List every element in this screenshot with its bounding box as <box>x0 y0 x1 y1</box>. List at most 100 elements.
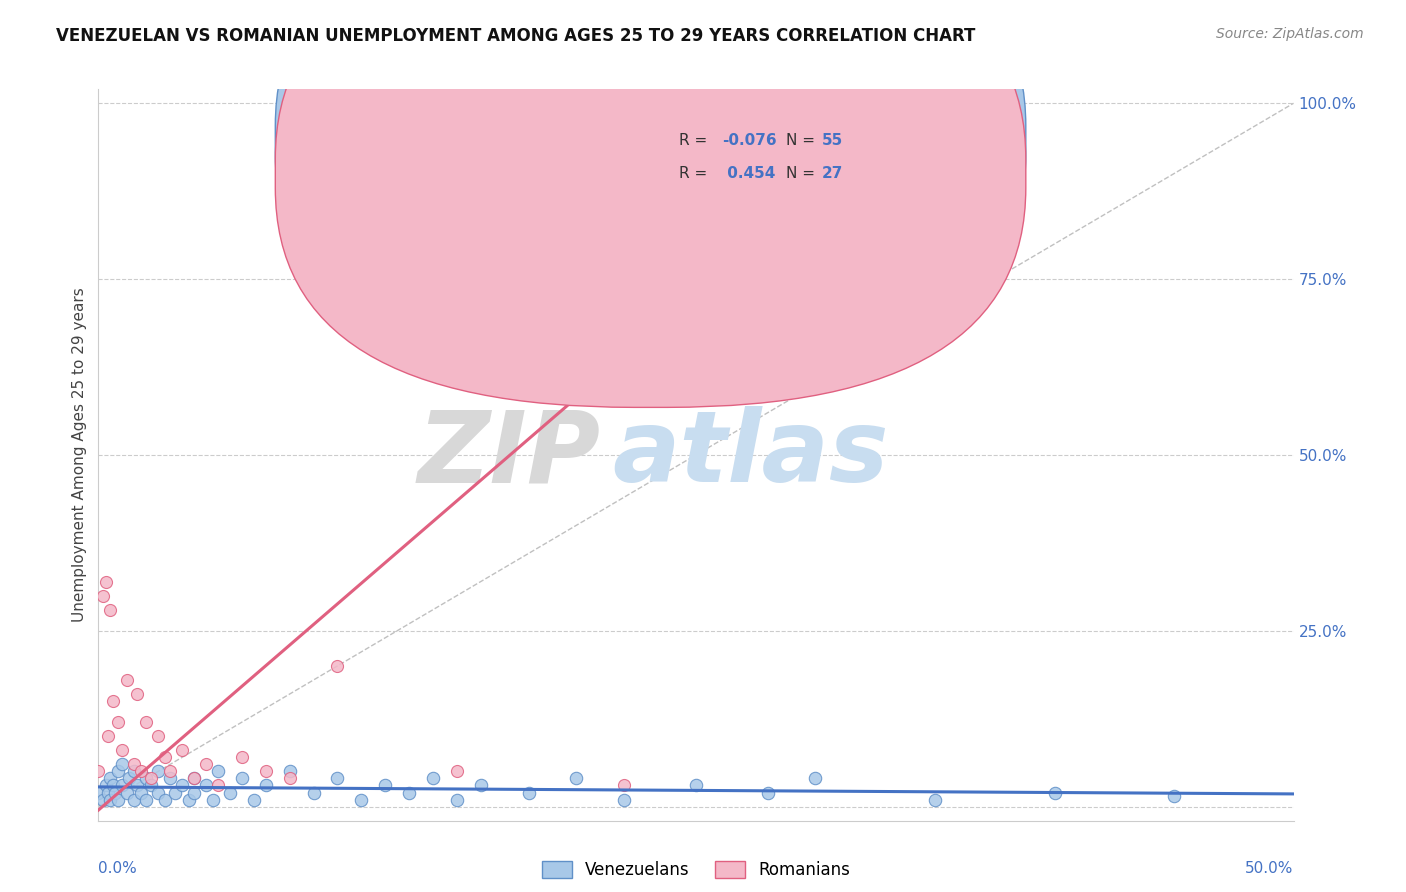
Point <box>219 785 242 799</box>
Point <box>135 772 157 786</box>
Point <box>231 772 253 786</box>
Point <box>111 757 134 772</box>
Point <box>565 772 588 786</box>
Point <box>278 764 301 779</box>
FancyBboxPatch shape <box>624 119 863 206</box>
Point <box>207 779 229 793</box>
Point <box>446 764 468 779</box>
Point <box>183 772 205 786</box>
Point <box>135 792 157 806</box>
Point <box>118 772 141 786</box>
Point <box>131 785 153 799</box>
Point <box>124 792 146 806</box>
Point <box>446 792 468 806</box>
Point <box>104 785 127 799</box>
Point <box>183 785 205 799</box>
Text: R =: R = <box>679 166 713 181</box>
Point <box>194 757 218 772</box>
Point <box>159 764 181 779</box>
Point <box>1043 785 1066 799</box>
Point <box>131 764 153 779</box>
Point <box>87 785 110 799</box>
Point <box>94 574 117 589</box>
Point <box>125 687 148 701</box>
Point <box>422 772 444 786</box>
Point <box>97 729 120 743</box>
Point <box>124 757 146 772</box>
Text: 0.454: 0.454 <box>723 166 776 181</box>
Point <box>278 772 301 786</box>
Point <box>101 779 124 793</box>
Text: ZIP: ZIP <box>418 407 600 503</box>
Y-axis label: Unemployment Among Ages 25 to 29 years: Unemployment Among Ages 25 to 29 years <box>72 287 87 623</box>
Point <box>107 764 129 779</box>
Point <box>111 743 134 757</box>
Point <box>202 792 225 806</box>
Point <box>163 785 186 799</box>
Point <box>135 715 157 730</box>
Point <box>155 792 177 806</box>
Text: -0.076: -0.076 <box>723 133 778 148</box>
Point <box>254 779 277 793</box>
Text: 0.0%: 0.0% <box>98 861 138 876</box>
Point <box>139 779 162 793</box>
Point <box>139 772 162 786</box>
Point <box>172 779 194 793</box>
Legend: Venezuelans, Romanians: Venezuelans, Romanians <box>536 854 856 886</box>
Point <box>756 785 779 799</box>
Point <box>98 792 122 806</box>
Point <box>124 764 146 779</box>
Text: 55: 55 <box>821 133 842 148</box>
Point <box>91 589 114 603</box>
Point <box>107 715 129 730</box>
Point <box>101 694 124 708</box>
Point <box>326 772 349 786</box>
Point <box>115 785 138 799</box>
Point <box>125 779 148 793</box>
FancyBboxPatch shape <box>276 0 1026 408</box>
Point <box>148 785 170 799</box>
Text: VENEZUELAN VS ROMANIAN UNEMPLOYMENT AMONG AGES 25 TO 29 YEARS CORRELATION CHART: VENEZUELAN VS ROMANIAN UNEMPLOYMENT AMON… <box>56 27 976 45</box>
Point <box>302 785 325 799</box>
Point <box>98 772 122 786</box>
Point <box>326 659 349 673</box>
Point <box>685 779 707 793</box>
Point <box>98 602 122 616</box>
Point <box>613 779 636 793</box>
Point <box>111 779 134 793</box>
Point <box>148 764 170 779</box>
Point <box>924 792 946 806</box>
Point <box>398 785 420 799</box>
Point <box>243 792 266 806</box>
Point <box>350 792 373 806</box>
Point <box>194 779 218 793</box>
Point <box>179 792 201 806</box>
Point <box>1163 789 1185 803</box>
Point <box>172 743 194 757</box>
Point <box>804 772 827 786</box>
Point <box>254 764 277 779</box>
Point <box>107 792 129 806</box>
Point <box>91 792 114 806</box>
Text: atlas: atlas <box>613 407 889 503</box>
Text: N =: N = <box>786 166 820 181</box>
Text: R =: R = <box>679 133 713 148</box>
Text: Source: ZipAtlas.com: Source: ZipAtlas.com <box>1216 27 1364 41</box>
Point <box>231 750 253 764</box>
Text: N =: N = <box>786 133 820 148</box>
Point <box>183 772 205 786</box>
Point <box>517 785 540 799</box>
FancyBboxPatch shape <box>276 0 1026 375</box>
Point <box>159 772 181 786</box>
Point <box>94 779 117 793</box>
Text: 27: 27 <box>821 166 842 181</box>
Point <box>374 779 396 793</box>
Point <box>115 673 138 687</box>
Point <box>97 785 120 799</box>
Point <box>155 750 177 764</box>
Point <box>207 764 229 779</box>
Point <box>148 729 170 743</box>
Point <box>470 779 492 793</box>
Point <box>613 792 636 806</box>
Text: 50.0%: 50.0% <box>1246 861 1294 876</box>
